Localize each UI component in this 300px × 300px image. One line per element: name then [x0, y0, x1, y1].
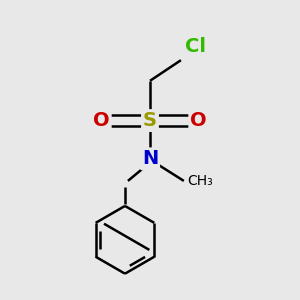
Text: N: N: [142, 149, 158, 168]
Text: O: O: [93, 111, 110, 130]
Text: Cl: Cl: [185, 37, 206, 56]
Text: CH₃: CH₃: [187, 174, 213, 188]
Text: S: S: [143, 111, 157, 130]
Text: O: O: [190, 111, 207, 130]
